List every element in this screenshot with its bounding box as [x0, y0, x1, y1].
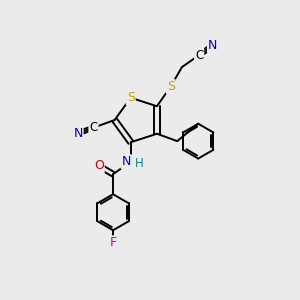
Text: S: S — [167, 80, 175, 93]
Text: N: N — [122, 155, 131, 168]
Text: S: S — [127, 91, 135, 104]
Text: F: F — [110, 236, 117, 249]
Text: H: H — [135, 157, 143, 170]
Text: N: N — [73, 127, 83, 140]
Text: C: C — [195, 49, 203, 62]
Text: O: O — [94, 159, 104, 172]
Text: N: N — [208, 39, 218, 52]
Text: C: C — [89, 121, 98, 134]
